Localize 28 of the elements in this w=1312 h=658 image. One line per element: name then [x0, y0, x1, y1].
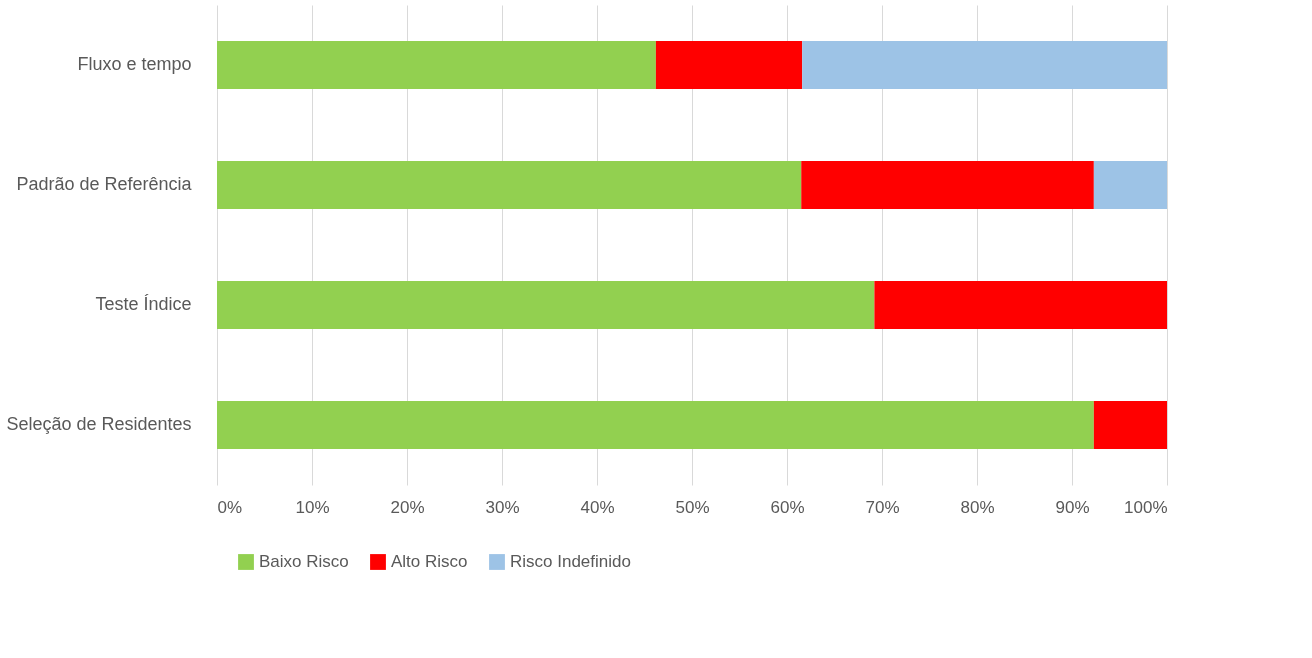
x-tick-label: 90% — [1055, 497, 1090, 517]
bar — [217, 41, 656, 89]
legend-label: Alto Risco — [391, 552, 468, 571]
x-tick-label: 10% — [295, 497, 330, 517]
x-tick-label: 40% — [580, 497, 615, 517]
x-tick-label: 0% — [217, 497, 243, 517]
x-tick-label: 100% — [1124, 497, 1168, 517]
x-tick-label: 20% — [390, 497, 425, 517]
bar — [874, 281, 1167, 329]
legend-label: Risco Indefinido — [510, 552, 631, 571]
x-tick-label: 30% — [485, 497, 520, 517]
x-tick-label: 50% — [675, 497, 710, 517]
y-tick-label: Teste Índice — [95, 294, 192, 314]
legend-label: Baixo Risco — [259, 552, 349, 571]
x-tick-label: 60% — [770, 497, 805, 517]
bar — [217, 281, 875, 329]
y-tick-label: Seleção de Residentes — [6, 414, 192, 434]
bar — [1093, 401, 1167, 449]
bar — [655, 41, 803, 89]
y-tick-label: Padrão de Referência — [16, 174, 193, 194]
x-tick-label: 80% — [960, 497, 995, 517]
bar — [802, 41, 1167, 89]
bar — [1093, 161, 1167, 209]
x-tick-label: 70% — [865, 497, 900, 517]
y-tick-label: Fluxo e tempo — [77, 54, 192, 74]
bar — [801, 161, 1094, 209]
bar — [217, 161, 802, 209]
bar — [217, 401, 1094, 449]
